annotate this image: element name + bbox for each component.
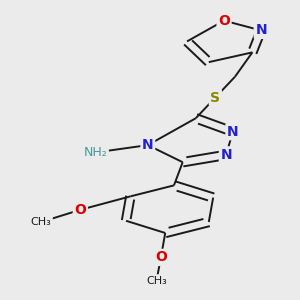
Text: O: O (74, 203, 86, 217)
Text: CH₃: CH₃ (31, 217, 52, 227)
Text: N: N (142, 138, 154, 152)
Text: CH₃: CH₃ (146, 276, 167, 286)
Text: S: S (210, 91, 220, 104)
Text: N: N (220, 148, 232, 162)
Text: N: N (255, 23, 267, 38)
Text: O: O (218, 14, 230, 28)
Text: NH₂: NH₂ (84, 146, 107, 159)
Text: N: N (227, 125, 239, 139)
Text: O: O (155, 250, 167, 264)
